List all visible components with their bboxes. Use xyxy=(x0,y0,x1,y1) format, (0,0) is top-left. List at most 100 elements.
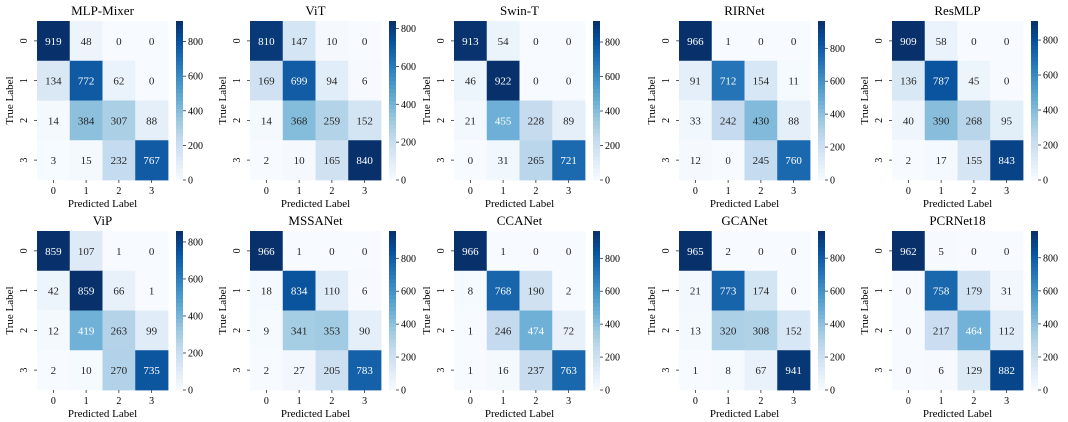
y-tick-label: 1 xyxy=(661,78,672,83)
heatmap-cell xyxy=(552,231,586,272)
heatmap-cell xyxy=(744,231,778,272)
cell-value-label: 14 xyxy=(48,115,60,127)
colorbar-segment xyxy=(389,21,396,26)
cell-value-label: 0 xyxy=(566,76,572,88)
colorbar-segment xyxy=(176,24,183,30)
cell-value-label: 2 xyxy=(566,286,572,298)
colorbar-segment xyxy=(1031,354,1038,359)
colorbar-tick-label: 200 xyxy=(830,353,845,364)
colorbar-segment xyxy=(593,88,600,94)
heatmap-cell xyxy=(486,231,520,272)
cell-value-label: 909 xyxy=(900,36,917,48)
colorbar-segment xyxy=(818,60,825,66)
y-tick-label: 3 xyxy=(874,158,885,163)
cell-value-label: 721 xyxy=(560,155,577,167)
y-tick-label: 1 xyxy=(436,288,447,293)
colorbar-segment xyxy=(593,290,600,296)
heatmap-cell xyxy=(282,231,316,272)
y-tick-label: 1 xyxy=(661,288,672,293)
cell-value-label: 712 xyxy=(720,76,737,88)
cell-value-label: 320 xyxy=(720,325,737,337)
colorbar-segment xyxy=(1031,88,1038,94)
colorbar-segment xyxy=(1031,52,1038,58)
cell-value-label: 464 xyxy=(966,325,983,337)
colorbar-segment xyxy=(176,342,183,347)
colorbar-segment xyxy=(176,386,183,391)
cell-value-label: 1 xyxy=(468,325,474,337)
cell-value-label: 0 xyxy=(149,36,155,48)
colorbar-tick-label: 200 xyxy=(1043,352,1058,363)
colorbar-segment xyxy=(593,302,600,308)
colorbar-segment xyxy=(176,234,183,240)
colorbar-segment xyxy=(389,64,396,70)
colorbar-segment xyxy=(1031,342,1038,347)
cell-value-label: 58 xyxy=(936,36,948,48)
heatmap-cell xyxy=(37,270,71,311)
cell-value-label: 88 xyxy=(146,115,158,127)
x-tick-label: 1 xyxy=(297,186,302,197)
x-tick-label: 3 xyxy=(149,396,154,407)
heatmap-cell xyxy=(552,140,586,181)
heatmap-cell xyxy=(924,310,958,351)
colorbar-segment xyxy=(818,278,825,284)
colorbar-segment xyxy=(1031,56,1038,62)
colorbar-segment xyxy=(176,80,183,86)
colorbar-segment xyxy=(176,326,183,331)
heatmap-cell xyxy=(552,21,586,62)
colorbar-segment xyxy=(176,48,183,54)
y-tick-label: 0 xyxy=(19,38,30,43)
y-tick-label: 1 xyxy=(874,78,885,83)
cell-value-label: 6 xyxy=(362,76,368,88)
colorbar-segment xyxy=(176,72,183,78)
colorbar-tick-label: 600 xyxy=(1043,286,1058,297)
colorbar-segment xyxy=(176,242,183,248)
colorbar-segment xyxy=(593,254,600,260)
x-tick-label: 1 xyxy=(726,186,731,197)
cell-value-label: 54 xyxy=(498,36,510,48)
colorbar-segment xyxy=(593,108,600,113)
colorbar-segment xyxy=(176,132,183,137)
x-tick-label: 3 xyxy=(1004,396,1009,407)
heatmap-cell xyxy=(892,21,926,62)
heatmap-cell xyxy=(348,231,382,272)
colorbar-segment xyxy=(593,164,600,169)
colorbar-segment xyxy=(1031,290,1038,296)
colorbar-segment xyxy=(818,40,825,46)
cell-value-label: 840 xyxy=(356,155,373,167)
colorbar-tick-label: 600 xyxy=(401,287,416,298)
colorbar-segment xyxy=(593,234,600,240)
y-tick-label: 2 xyxy=(661,328,672,333)
colorbar-segment xyxy=(1031,36,1038,42)
colorbar-segment xyxy=(176,322,183,327)
colorbar-segment xyxy=(593,152,600,157)
heatmap-cell xyxy=(250,60,284,101)
colorbar-segment xyxy=(818,370,825,375)
heatmap-cell xyxy=(711,21,745,62)
cell-value-label: 169 xyxy=(258,76,275,88)
colorbar-tick-label: 400 xyxy=(830,110,845,121)
cell-value-label: 179 xyxy=(966,286,983,298)
colorbar-segment xyxy=(818,334,825,339)
colorbar-segment xyxy=(176,282,183,288)
colorbar-tick-label: 0 xyxy=(1043,176,1048,187)
cell-value-label: 859 xyxy=(78,286,95,298)
cell-value-label: 474 xyxy=(528,325,545,337)
colorbar-segment xyxy=(818,92,825,98)
colorbar-segment xyxy=(1031,350,1038,355)
colorbar-segment xyxy=(176,358,183,363)
colorbar-segment xyxy=(818,140,825,145)
cell-value-label: 0 xyxy=(362,246,368,258)
colorbar-segment xyxy=(818,164,825,169)
colorbar-segment xyxy=(389,318,396,323)
colorbar-segment xyxy=(818,112,825,117)
colorbar-segment xyxy=(593,92,600,98)
colorbar-segment xyxy=(389,72,396,78)
cell-value-label: 834 xyxy=(291,286,308,298)
colorbar-segment xyxy=(593,266,600,272)
colorbar-tick-label: 200 xyxy=(188,141,203,152)
x-tick-label: 0 xyxy=(468,186,473,197)
heatmap-cell xyxy=(315,350,349,391)
colorbar-segment xyxy=(176,298,183,304)
cell-value-label: 15 xyxy=(81,155,93,167)
colorbar-segment xyxy=(1031,362,1038,367)
